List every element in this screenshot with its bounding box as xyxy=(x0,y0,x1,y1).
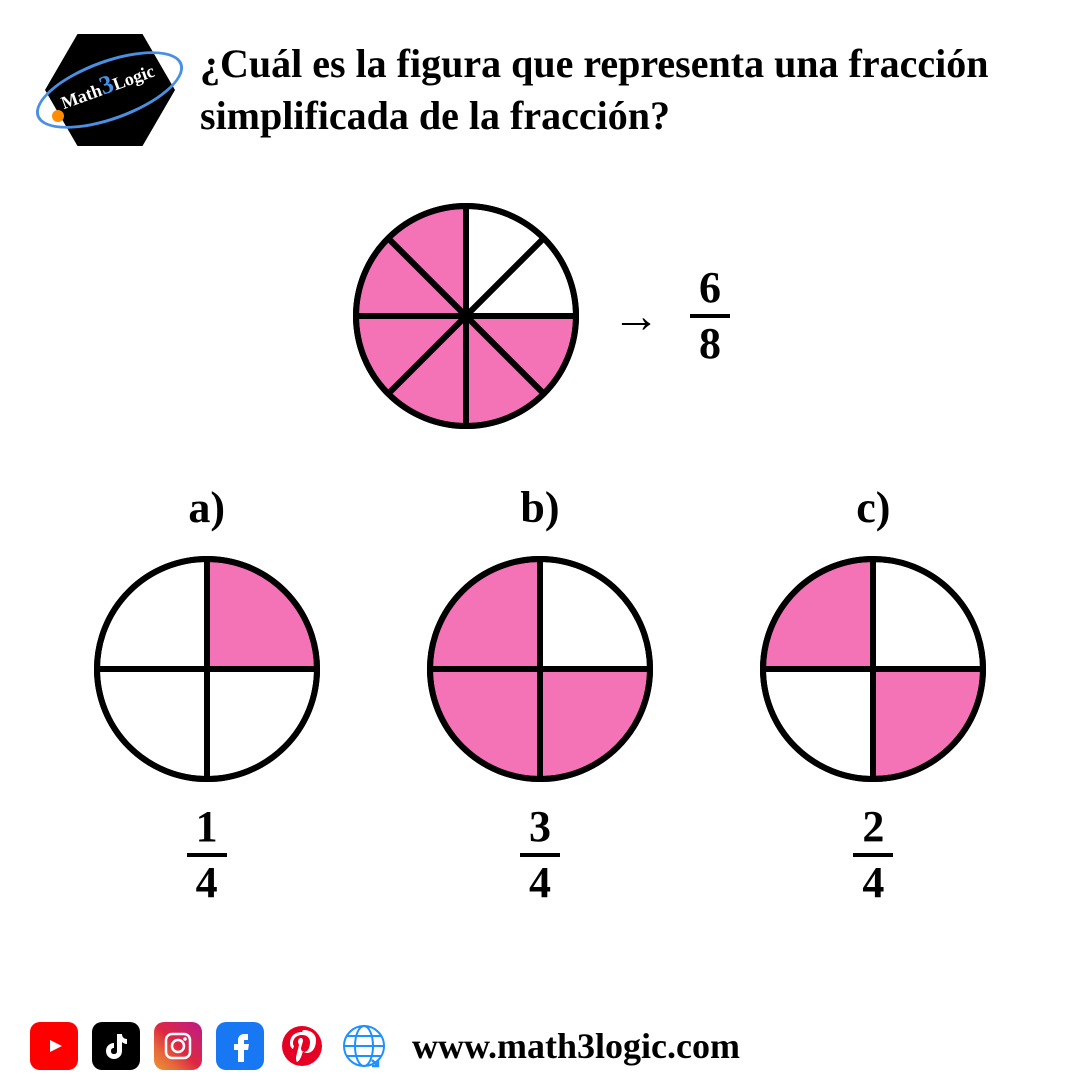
fraction-line xyxy=(187,853,227,857)
option-c-label: c) xyxy=(856,482,890,533)
main-pie-chart xyxy=(350,200,582,432)
option-a-label: a) xyxy=(188,482,225,533)
option-b: b) 3 4 xyxy=(424,482,656,905)
header: Math3Logic ¿Cuál es la figura que repres… xyxy=(0,0,1080,170)
option-a-fraction: 1 4 xyxy=(187,805,227,905)
arrow-icon: → xyxy=(612,289,660,344)
brand-logo: Math3Logic xyxy=(30,20,190,160)
option-c-den: 4 xyxy=(862,861,884,905)
options-row: a) 1 4 b) 3 4 c) 2 4 xyxy=(0,482,1080,905)
pinterest-icon[interactable] xyxy=(278,1022,326,1070)
instagram-icon[interactable] xyxy=(154,1022,202,1070)
question-text: ¿Cuál es la figura que representa una fr… xyxy=(200,38,1050,142)
footer: www.math3logic.com xyxy=(30,1022,1050,1070)
main-fraction: 6 8 xyxy=(690,266,730,366)
option-c-fraction: 2 4 xyxy=(853,805,893,905)
option-b-label: b) xyxy=(520,482,559,533)
option-c-num: 2 xyxy=(862,805,884,849)
main-numerator: 6 xyxy=(699,266,721,310)
main-fraction-row: → 6 8 xyxy=(0,200,1080,432)
option-a: a) 1 4 xyxy=(91,482,323,905)
fraction-line xyxy=(853,853,893,857)
web-icon[interactable] xyxy=(340,1022,388,1070)
fraction-line xyxy=(520,853,560,857)
option-a-den: 4 xyxy=(196,861,218,905)
main-denominator: 8 xyxy=(699,322,721,366)
option-a-pie xyxy=(91,553,323,785)
option-b-pie xyxy=(424,553,656,785)
facebook-icon[interactable] xyxy=(216,1022,264,1070)
fraction-line xyxy=(690,314,730,318)
option-c: c) 2 4 xyxy=(757,482,989,905)
option-c-pie xyxy=(757,553,989,785)
option-b-fraction: 3 4 xyxy=(520,805,560,905)
footer-url[interactable]: www.math3logic.com xyxy=(412,1025,740,1067)
tiktok-icon[interactable] xyxy=(92,1022,140,1070)
option-b-den: 4 xyxy=(529,861,551,905)
option-a-num: 1 xyxy=(196,805,218,849)
option-b-num: 3 xyxy=(529,805,551,849)
youtube-icon[interactable] xyxy=(30,1022,78,1070)
